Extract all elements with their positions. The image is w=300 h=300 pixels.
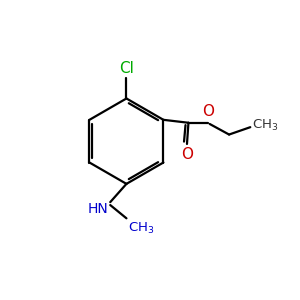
Text: O: O — [181, 148, 193, 163]
Text: CH$_3$: CH$_3$ — [252, 118, 278, 133]
Text: O: O — [202, 104, 214, 119]
Text: CH$_3$: CH$_3$ — [128, 221, 154, 236]
Text: Cl: Cl — [119, 61, 134, 76]
Text: HN: HN — [88, 202, 109, 216]
